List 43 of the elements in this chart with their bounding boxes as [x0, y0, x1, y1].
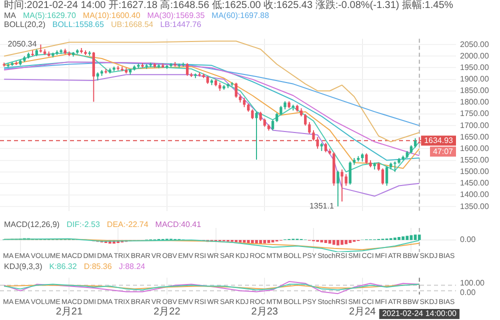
series-label: DEA:-22.74: [106, 220, 148, 229]
y-tick-label: 100.00: [460, 278, 486, 288]
y-tick-label: 1650.00: [460, 132, 490, 142]
x-tick-label: 2月21: [56, 306, 83, 318]
series-label: D:85.36: [84, 262, 112, 271]
y-tick-label: 1900.00: [460, 74, 490, 84]
text: MA(10):1600.40: [82, 11, 140, 20]
x-tick-label: 2月24: [349, 306, 376, 318]
y-tick-label: 1500.00: [460, 167, 490, 176]
x-tick-label: 2月22: [154, 306, 181, 318]
text: BOLL:1558.65: [52, 20, 104, 29]
y-tick-label: 1850.00: [460, 86, 490, 96]
y-tick-label: 1400.00: [460, 190, 490, 200]
ref-line-label: 2021-02-24 14:00:00: [382, 309, 458, 318]
y-tick-label: 1550.00: [460, 155, 490, 164]
x-tick-label: 2月23: [251, 306, 278, 318]
series-label: K:86.32: [49, 262, 77, 271]
text: LB:1447.76: [160, 20, 202, 29]
text: MACD:40.41: [155, 220, 202, 229]
series-label: UB:1668.54: [110, 20, 154, 29]
y-tick-label: 1350.00: [460, 202, 490, 211]
annotation: 1351.1: [309, 202, 334, 211]
chart-title: MACD(12,26,9): [4, 220, 60, 229]
text: MA: [4, 11, 16, 20]
y-tick-label: 1750.00: [460, 109, 490, 118]
text: MA(60):1697.88: [212, 11, 270, 20]
ref-line-label: 1634.93: [424, 136, 454, 145]
y-tick-label: 1600.00: [460, 144, 490, 153]
annotation: 2050.34: [8, 40, 38, 49]
y-tick-label: 1800.00: [460, 98, 490, 107]
y-tick-label: 1700.00: [460, 120, 490, 130]
y-tick-label: 2000.00: [460, 51, 490, 60]
text: BOLL(20,2): [4, 20, 46, 29]
chart-title: KDJ(9,3,3): [4, 262, 42, 271]
y-tick-label: 2050.00: [460, 40, 490, 49]
annotation: 47:07: [432, 146, 454, 156]
y-tick-label: 1950.00: [460, 62, 490, 72]
series-label: DIF:-2.53: [66, 220, 100, 229]
text: MA(5):1629.70: [23, 11, 76, 20]
y-tick-label: 0.00: [460, 288, 476, 297]
text: MA(30):1569.35: [147, 11, 205, 20]
text: J:88.24: [118, 262, 146, 271]
y-tick-label: 1450.00: [460, 178, 490, 188]
